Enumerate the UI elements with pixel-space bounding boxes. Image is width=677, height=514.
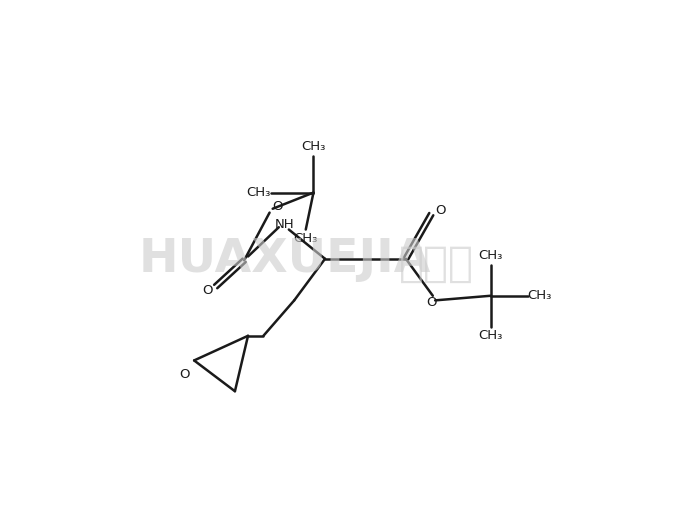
Text: NH: NH bbox=[275, 218, 294, 231]
Text: O: O bbox=[179, 368, 190, 381]
Text: O: O bbox=[202, 284, 213, 297]
Text: CH₃: CH₃ bbox=[527, 289, 552, 302]
Text: O: O bbox=[435, 204, 445, 217]
Text: CH₃: CH₃ bbox=[479, 249, 503, 262]
Text: HUAXUEJIA: HUAXUEJIA bbox=[138, 237, 431, 282]
Text: 化学家: 化学家 bbox=[399, 243, 474, 285]
Text: CH₃: CH₃ bbox=[294, 232, 318, 245]
Text: O: O bbox=[426, 296, 437, 309]
Text: O: O bbox=[272, 200, 282, 213]
Text: CH₃: CH₃ bbox=[301, 140, 326, 153]
Text: CH₃: CH₃ bbox=[479, 329, 503, 342]
Text: CH₃: CH₃ bbox=[246, 186, 270, 199]
